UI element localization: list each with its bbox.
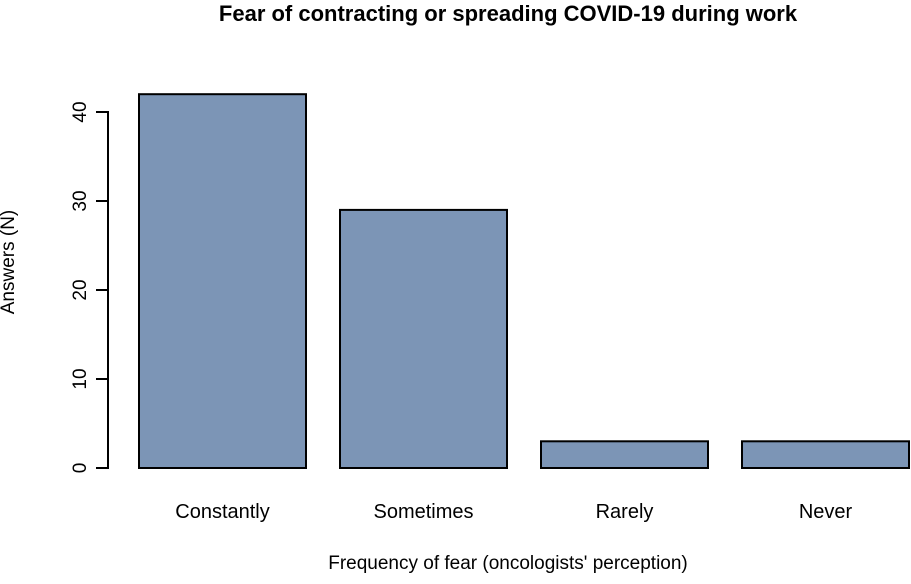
y-axis-tick-label: 30 [70,190,91,211]
y-axis-tick-label: 10 [70,368,91,389]
y-axis-label: Answers (N) [0,210,19,315]
y-axis-tick-label: 40 [70,101,91,122]
y-axis-tick-label: 20 [70,279,91,300]
y-axis-tick-label: 0 [70,463,91,474]
bar-rarely [540,440,709,469]
x-axis-category-label: Never [799,501,853,523]
bar-constantly [138,93,307,469]
x-axis-category-label: Rarely [596,501,654,523]
chart-title: Fear of contracting or spreading COVID-1… [218,1,798,26]
x-axis-category-label: Constantly [175,501,270,523]
x-axis-label: Frequency of fear (oncologists' percepti… [328,553,688,574]
bar-never [741,440,910,469]
x-axis-category-label: Sometimes [373,501,473,523]
bar-sometimes [339,208,508,469]
